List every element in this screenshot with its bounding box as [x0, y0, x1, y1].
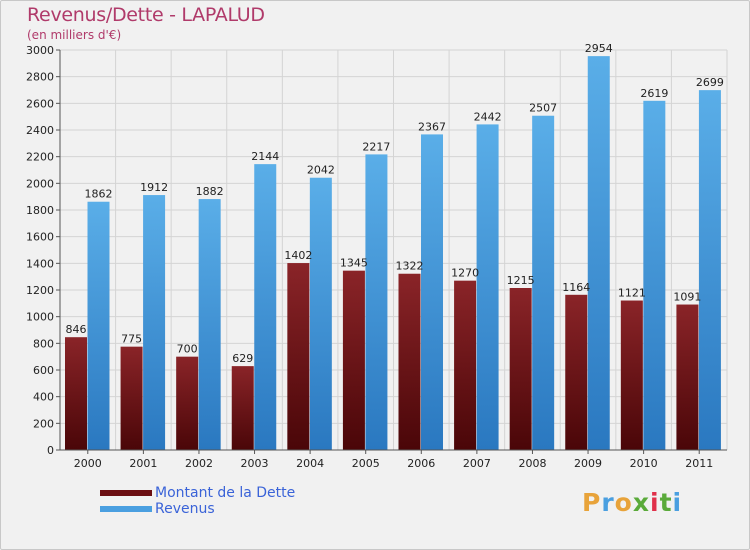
x-tick-label: 2002: [185, 457, 213, 470]
y-tick-label: 800: [33, 337, 54, 350]
bar-dette: [231, 366, 254, 450]
bar-revenus: [365, 154, 388, 450]
bars: [65, 56, 721, 451]
bar-dette: [342, 270, 365, 450]
x-tick-label: 2005: [352, 457, 380, 470]
legend-swatch-dette: [100, 490, 152, 496]
bar-dette: [120, 346, 143, 450]
y-tick-label: 0: [47, 444, 54, 457]
y-tick-label: 1400: [26, 257, 54, 270]
axes: 0 200 400 600 800 1000 1200 1400 1600 1800 2000 220…: [26, 44, 727, 470]
x-tick-label: 2011: [685, 457, 713, 470]
value-label: 1164: [562, 281, 590, 294]
x-tick-label: 2007: [463, 457, 491, 470]
value-label: 1270: [451, 267, 479, 280]
y-tick-label: 200: [33, 417, 54, 430]
bar-dette: [509, 288, 532, 450]
value-label: 629: [232, 352, 253, 365]
value-label: 2442: [474, 110, 502, 123]
bar-revenus: [532, 115, 555, 450]
value-label: 2699: [696, 76, 724, 89]
bar-dette: [65, 337, 87, 450]
bar-dette: [565, 294, 588, 450]
logo-letter: o: [614, 488, 633, 517]
y-tick-label: 2800: [26, 71, 54, 84]
value-label: 2042: [307, 164, 335, 177]
value-label: 1882: [196, 185, 224, 198]
value-label: 1121: [618, 287, 646, 300]
x-tick-label: 2003: [241, 457, 269, 470]
bar-revenus: [143, 195, 166, 450]
legend-swatch-revenus: [100, 506, 152, 512]
logo-letter: P: [582, 488, 602, 517]
y-tick-label: 2000: [26, 177, 54, 190]
y-tick-label: 2600: [26, 97, 54, 110]
bar-dette: [454, 280, 477, 450]
y-tick-label: 2200: [26, 151, 54, 164]
bar-revenus: [309, 177, 332, 450]
proxiti-logo: Proxiti: [582, 488, 682, 517]
value-label: 2367: [418, 120, 446, 133]
x-tick-label: 2006: [407, 457, 435, 470]
bar-dette: [176, 356, 199, 450]
y-tick-label: 2400: [26, 124, 54, 137]
value-label: 775: [121, 333, 142, 346]
logo-letter: x: [632, 488, 650, 517]
bar-dette: [676, 304, 699, 450]
legend-label-dette: Montant de la Dette: [155, 485, 296, 501]
y-tick-label: 1600: [26, 231, 54, 244]
value-label: 2144: [251, 150, 279, 163]
bar-revenus: [87, 201, 110, 450]
x-tick-label: 2010: [630, 457, 658, 470]
chart-title: Revenus/Dette - LAPALUD: [27, 4, 265, 26]
bar-dette: [287, 263, 310, 450]
logo-letter: t: [659, 488, 673, 517]
value-label: 1091: [673, 291, 701, 304]
y-tick-label: 400: [33, 391, 54, 404]
x-tick-label: 2008: [518, 457, 546, 470]
bar-revenus: [198, 199, 221, 450]
legend-label-revenus: Revenus: [155, 501, 215, 517]
value-label: 2217: [362, 140, 390, 153]
chart-subtitle: (en milliers d'€): [27, 28, 122, 42]
y-tick-label: 1000: [26, 311, 54, 324]
bar-dette: [398, 273, 421, 450]
bar-dette: [620, 300, 643, 450]
x-tick-label: 2001: [129, 457, 157, 470]
bar-revenus: [587, 56, 610, 451]
value-label: 1322: [396, 260, 424, 273]
bar-revenus: [254, 164, 277, 450]
y-tick-label: 600: [33, 364, 54, 377]
value-label: 1862: [85, 188, 113, 201]
bar-revenus: [421, 134, 443, 450]
value-label: 700: [177, 343, 198, 356]
value-label: 2619: [640, 87, 668, 100]
value-label: 1345: [340, 257, 368, 270]
logo-letter: r: [601, 488, 615, 517]
bar-revenus: [643, 100, 666, 451]
x-tick-label: 2009: [574, 457, 602, 470]
x-tick-label: 2000: [74, 457, 102, 470]
value-label: 2954: [585, 42, 613, 55]
bar-revenus: [698, 90, 721, 450]
logo-letter: i: [650, 488, 660, 517]
value-label: 2507: [529, 102, 557, 115]
y-tick-label: 1200: [26, 284, 54, 297]
logo-letter: i: [672, 488, 683, 517]
bar-revenus: [476, 124, 499, 451]
value-label: 1402: [284, 249, 312, 262]
value-label: 1912: [140, 181, 168, 194]
value-label: 846: [66, 323, 87, 336]
x-tick-label: 2004: [296, 457, 324, 470]
value-labels: 846 1862 775 1912 700 1882 629 2144 1402 2042 1345…: [66, 42, 724, 365]
grid-lines: [59, 49, 728, 451]
value-label: 1215: [507, 274, 535, 287]
y-tick-label: 3000: [26, 44, 54, 57]
y-tick-label: 1800: [26, 204, 54, 217]
